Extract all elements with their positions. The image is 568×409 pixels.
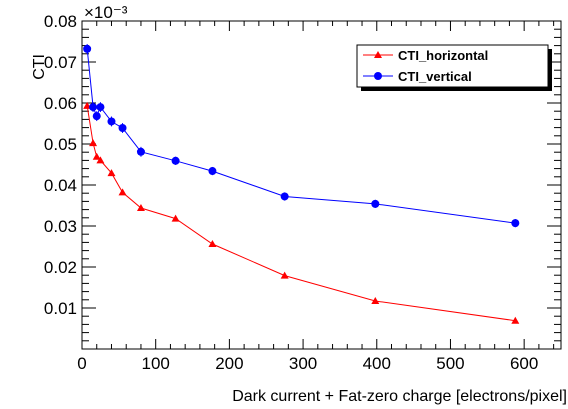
y-axis: 0.01 0.02 0.03 0.04 0.05 0.06 0.07 0.08 [44,12,561,342]
data-point-vertical [371,199,380,208]
legend-box [356,44,549,88]
data-point-vertical [208,167,217,176]
y-tick-label: 0.08 [44,12,77,31]
data-point-horizontal [118,188,127,196]
y-tick-label: 0.01 [44,299,77,318]
data-point-vertical [280,192,289,201]
legend-marker-horizontal [374,51,382,58]
data-point-horizontal [107,169,116,177]
x-tick-label: 200 [215,354,243,373]
data-point-horizontal [136,203,145,211]
legend: CTI_horizontal CTI_vertical [356,44,552,91]
series-layer [83,43,520,324]
y-tick-label: 0.04 [44,176,77,195]
x-tick-label: 0 [77,354,86,373]
data-point-horizontal [208,240,217,248]
data-point-horizontal [171,214,180,222]
data-point-horizontal [511,316,520,324]
x-tick-label: 300 [289,354,317,373]
x-axis: 0 100 200 300 400 500 600 [77,21,555,373]
y-tick-label: 0.03 [44,217,77,236]
y-tick-label: 0.05 [44,135,77,154]
data-point-vertical [136,147,145,156]
x-tick-label: 400 [363,354,391,373]
x-tick-label: 500 [436,354,464,373]
y-multiplier-label: ×10⁻³ [84,3,128,22]
data-point-vertical [171,156,180,165]
data-point-horizontal [280,271,289,279]
data-point-vertical [511,219,520,228]
y-axis-label: CTI [31,54,48,80]
series-line-CTI_horizontal [86,105,516,322]
x-axis-label: Dark current + Fat-zero charge [electron… [232,388,567,405]
data-point-vertical [89,103,98,112]
data-point-horizontal [89,139,98,147]
data-point-horizontal [371,297,380,305]
data-point-vertical [107,117,116,126]
data-point-vertical [118,124,127,133]
data-point-horizontal [96,156,105,164]
legend-marker-vertical [374,72,382,80]
legend-label-vertical: CTI_vertical [398,69,472,84]
data-point-vertical [92,112,101,121]
y-tick-label: 0.07 [44,53,77,72]
legend-label-horizontal: CTI_horizontal [398,48,488,63]
x-tick-label: 100 [142,354,170,373]
y-tick-label: 0.02 [44,258,77,277]
y-tick-label: 0.06 [44,94,77,113]
data-point-horizontal [92,152,101,160]
x-tick-label: 600 [510,354,538,373]
data-point-vertical [96,103,105,112]
data-point-vertical [83,44,92,53]
